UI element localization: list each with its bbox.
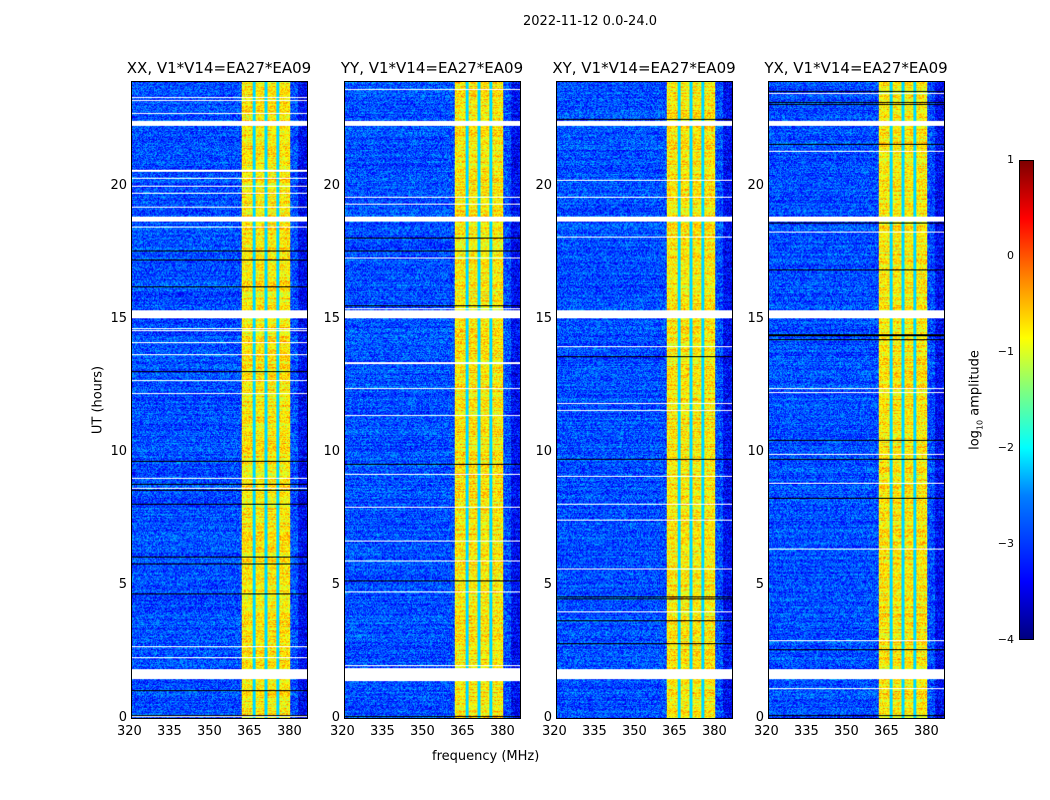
y-tick-label: 5 bbox=[755, 577, 764, 593]
y-tick-label: 5 bbox=[543, 577, 552, 593]
y-tick-label: 5 bbox=[118, 577, 127, 593]
y-tick-label: 5 bbox=[331, 577, 340, 593]
panel-title: XX, V1*V14=EA27*EA09 bbox=[126, 59, 312, 77]
heatmap-cells bbox=[769, 82, 944, 718]
x-tick-label: 365 bbox=[449, 724, 475, 739]
colorbar bbox=[1019, 160, 1034, 640]
spectrogram-panel bbox=[344, 81, 521, 719]
y-tick-label: 10 bbox=[110, 444, 127, 460]
y-tick-label: 15 bbox=[110, 311, 127, 327]
panel-title: XY, V1*V14=EA27*EA09 bbox=[552, 59, 736, 77]
spectrogram-panel bbox=[768, 81, 945, 719]
colorbar-tick-label: 1 bbox=[1007, 153, 1014, 166]
heatmap-cells bbox=[557, 82, 732, 718]
y-tick-label: 10 bbox=[535, 444, 552, 460]
x-axis-label: frequency (MHz) bbox=[432, 749, 540, 764]
colorbar-tick-label: −4 bbox=[997, 633, 1014, 646]
y-tick-label: 15 bbox=[535, 311, 552, 327]
panel-title: YX, V1*V14=EA27*EA09 bbox=[764, 59, 948, 77]
x-tick-label: 380 bbox=[276, 724, 302, 739]
x-tick-label: 365 bbox=[236, 724, 262, 739]
x-tick-label: 350 bbox=[833, 724, 859, 739]
x-tick-label: 350 bbox=[409, 724, 435, 739]
heatmap-cells bbox=[345, 82, 520, 718]
y-tick-label: 0 bbox=[118, 710, 127, 725]
x-tick-label: 320 bbox=[754, 724, 779, 739]
y-tick-label: 0 bbox=[331, 710, 340, 725]
x-tick-label: 380 bbox=[913, 724, 939, 739]
figure-title: 2022-11-12 0.0-24.0 bbox=[523, 14, 657, 29]
x-tick-label: 335 bbox=[581, 724, 607, 739]
y-axis-label: UT (hours) bbox=[90, 365, 106, 435]
x-tick-label: 365 bbox=[661, 724, 687, 739]
y-tick-label: 0 bbox=[543, 710, 552, 725]
x-tick-label: 335 bbox=[369, 724, 395, 739]
y-tick-label: 20 bbox=[110, 178, 127, 194]
x-tick-label: 350 bbox=[196, 724, 222, 739]
y-tick-label: 0 bbox=[755, 710, 764, 725]
x-tick-label: 320 bbox=[542, 724, 567, 739]
y-tick-label: 20 bbox=[535, 178, 552, 194]
y-tick-label: 10 bbox=[747, 444, 764, 460]
x-tick-label: 380 bbox=[701, 724, 727, 739]
y-tick-label: 20 bbox=[747, 178, 764, 194]
y-tick-label: 15 bbox=[747, 311, 764, 327]
x-tick-label: 335 bbox=[793, 724, 819, 739]
y-tick-label: 10 bbox=[323, 444, 340, 460]
y-tick-label: 15 bbox=[323, 311, 340, 327]
colorbar-tick-label: −3 bbox=[997, 537, 1014, 550]
colorbar-tick-label: −1 bbox=[997, 345, 1014, 358]
x-tick-label: 320 bbox=[330, 724, 355, 739]
x-tick-label: 365 bbox=[873, 724, 899, 739]
x-tick-label: 320 bbox=[117, 724, 142, 739]
spectrogram-panel bbox=[556, 81, 733, 719]
colorbar-tick-label: 0 bbox=[1007, 249, 1014, 262]
heatmap-cells bbox=[132, 82, 307, 718]
x-tick-label: 380 bbox=[489, 724, 515, 739]
colorbar-tick-label: −2 bbox=[997, 441, 1014, 454]
panel-title: YY, V1*V14=EA27*EA09 bbox=[340, 59, 524, 77]
y-tick-label: 20 bbox=[323, 178, 340, 194]
x-tick-label: 335 bbox=[156, 724, 182, 739]
x-tick-label: 350 bbox=[621, 724, 647, 739]
spectrogram-panel bbox=[131, 81, 308, 719]
colorbar-label: log10 amplitude bbox=[967, 350, 985, 450]
